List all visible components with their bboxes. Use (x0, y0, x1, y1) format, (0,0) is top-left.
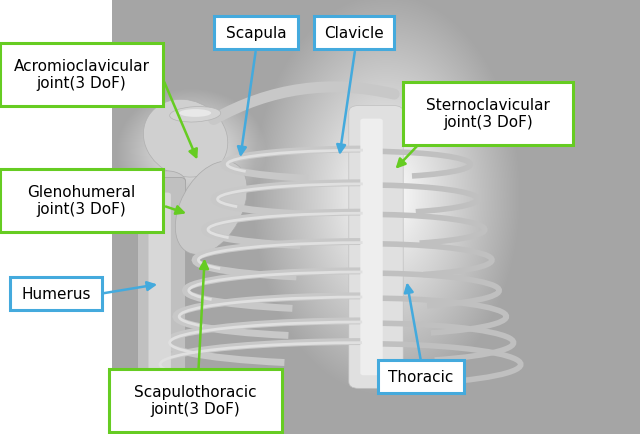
FancyBboxPatch shape (109, 369, 282, 432)
Text: Glenohumeral
joint(3 DoF): Glenohumeral joint(3 DoF) (28, 184, 136, 217)
Ellipse shape (179, 110, 211, 118)
FancyBboxPatch shape (403, 82, 573, 145)
FancyBboxPatch shape (0, 43, 163, 106)
Text: Acromioclavicular
joint(3 DoF): Acromioclavicular joint(3 DoF) (13, 59, 150, 91)
FancyBboxPatch shape (138, 178, 186, 404)
Text: Humerus: Humerus (21, 286, 91, 302)
Ellipse shape (175, 162, 247, 255)
FancyBboxPatch shape (0, 169, 163, 232)
Text: Scapulothoracic
joint(3 DoF): Scapulothoracic joint(3 DoF) (134, 384, 257, 417)
FancyBboxPatch shape (349, 106, 403, 388)
FancyBboxPatch shape (314, 17, 394, 50)
Text: Sternoclavicular
joint(3 DoF): Sternoclavicular joint(3 DoF) (426, 98, 550, 130)
FancyArrowPatch shape (214, 88, 394, 120)
Text: Clavicle: Clavicle (324, 26, 383, 41)
FancyBboxPatch shape (10, 278, 102, 310)
FancyBboxPatch shape (214, 17, 298, 50)
Text: Thoracic: Thoracic (388, 369, 454, 384)
FancyBboxPatch shape (360, 119, 383, 375)
FancyBboxPatch shape (148, 193, 171, 393)
Ellipse shape (143, 100, 228, 178)
Ellipse shape (170, 107, 221, 123)
Ellipse shape (147, 171, 186, 193)
FancyBboxPatch shape (378, 360, 464, 393)
Text: Scapula: Scapula (226, 26, 286, 41)
